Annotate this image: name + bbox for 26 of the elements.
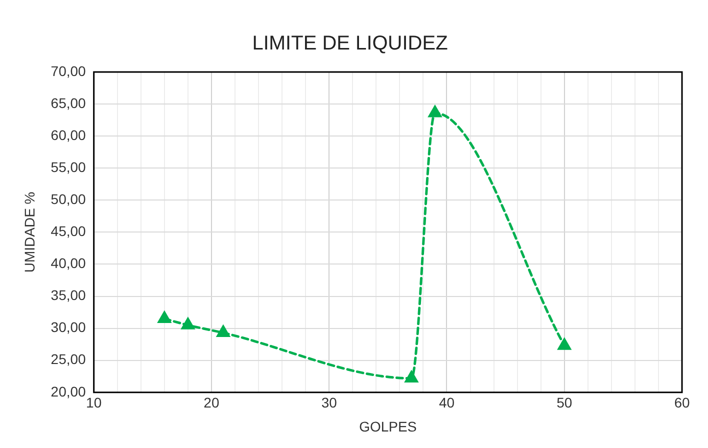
y-tick-label: 60,00 bbox=[50, 126, 86, 143]
y-tick-label: 70,00 bbox=[50, 62, 86, 79]
chart-title: LIMITE DE LIQUIDEZ bbox=[252, 32, 448, 55]
y-tick-label: 30,00 bbox=[50, 319, 86, 336]
y-tick-label: 35,00 bbox=[50, 287, 86, 304]
x-tick-label: 30 bbox=[321, 394, 338, 411]
point bbox=[216, 326, 230, 338]
y-tick-label: 55,00 bbox=[50, 158, 86, 175]
point bbox=[428, 106, 442, 118]
x-tick-label: 10 bbox=[86, 394, 102, 411]
x-tick-label: 40 bbox=[438, 394, 455, 411]
x-tick-label: 60 bbox=[674, 394, 690, 411]
x-tick-label: 50 bbox=[556, 394, 572, 411]
y-tick-label: 25,00 bbox=[50, 351, 86, 368]
point bbox=[405, 371, 418, 383]
y-tick-label: 40,00 bbox=[50, 255, 86, 272]
point bbox=[558, 338, 571, 350]
y-tick-label: 20,00 bbox=[50, 383, 86, 400]
y-axis-title: UMIDADE % bbox=[21, 192, 38, 273]
point bbox=[158, 311, 171, 323]
x-axis-title: GOLPES bbox=[359, 418, 417, 434]
y-tick-label: 65,00 bbox=[50, 94, 86, 111]
y-tick-label: 45,00 bbox=[50, 223, 86, 240]
point bbox=[181, 318, 194, 330]
y-tick-label: 50,00 bbox=[50, 191, 86, 208]
x-tick-label: 20 bbox=[204, 394, 220, 411]
